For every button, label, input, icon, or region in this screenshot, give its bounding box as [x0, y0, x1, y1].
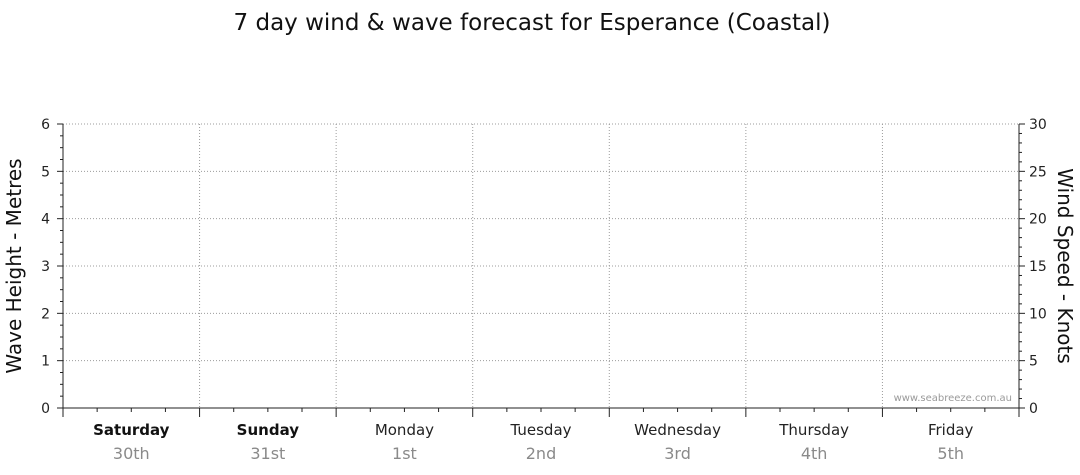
- right-tick-label: 25: [1029, 164, 1047, 180]
- right-tick-label: 15: [1029, 259, 1047, 275]
- chart-grid: [63, 123, 1019, 408]
- day-name-label: Tuesday: [509, 421, 571, 439]
- left-tick-label: 2: [41, 306, 50, 322]
- left-tick-label: 3: [41, 259, 50, 275]
- left-axis-ticks: 0 1 2 3 4 5 6: [41, 117, 63, 417]
- chart-axes: [62, 124, 1020, 417]
- y-axis-title-wind-speed: Wind Speed - Knots: [1053, 168, 1077, 364]
- day-labels: Saturday 30th Sunday 31st Monday 1st Tuesday 2n…: [93, 421, 973, 463]
- day-date-label: 31st: [250, 444, 285, 463]
- right-tick-label: 5: [1029, 354, 1038, 370]
- day-date-label: 1st: [392, 444, 417, 463]
- right-tick-label: 20: [1029, 212, 1047, 228]
- left-tick-label: 1: [41, 354, 50, 370]
- day-date-label: 3rd: [664, 444, 691, 463]
- day-name-label: Monday: [375, 421, 434, 439]
- day-name-label: Wednesday: [634, 421, 721, 439]
- day-date-label: 4th: [801, 444, 828, 463]
- watermark-text: www.seabreeze.com.au: [894, 393, 1012, 404]
- day-date-label: 30th: [113, 444, 150, 463]
- left-tick-label: 4: [41, 212, 50, 228]
- chart-title: 7 day wind & wave forecast for Esperance…: [234, 10, 831, 36]
- y-axis-title-wave-height: Wave Height - Metres: [2, 158, 26, 373]
- day-name-label: Friday: [928, 421, 974, 439]
- left-tick-label: 0: [41, 401, 50, 417]
- right-axis-ticks: 0 5 10 15 20 25 30: [1019, 117, 1047, 417]
- day-name-label: Sunday: [237, 421, 300, 439]
- day-date-label: 5th: [937, 444, 964, 463]
- day-name-label: Thursday: [778, 421, 849, 439]
- right-tick-label: 30: [1029, 117, 1047, 133]
- right-tick-label: 10: [1029, 306, 1047, 322]
- right-tick-label: 0: [1029, 401, 1038, 417]
- left-tick-label: 6: [41, 117, 50, 133]
- day-date-label: 2nd: [526, 444, 556, 463]
- left-tick-label: 5: [41, 164, 50, 180]
- day-name-label: Saturday: [93, 421, 170, 439]
